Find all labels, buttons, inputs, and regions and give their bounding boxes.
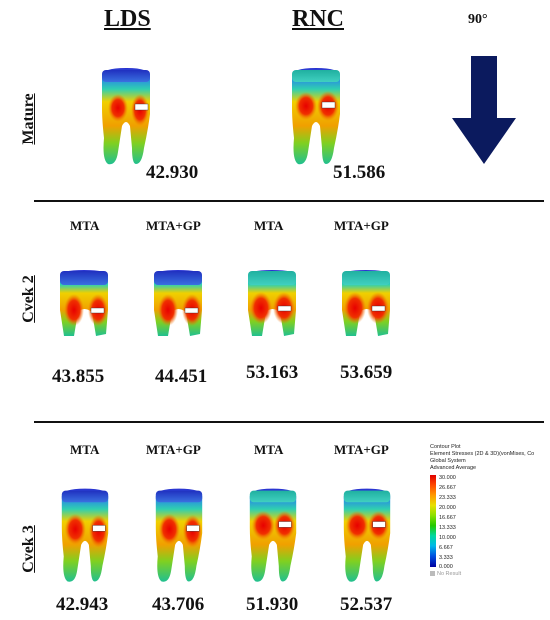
tooth-model-mature-rnc: [292, 68, 340, 165]
value-cvek3-rnc-mtagp: 52.537: [340, 594, 393, 615]
row-label-cvek3: Cvek 3: [20, 525, 37, 573]
legend-no-result: No Result: [430, 571, 461, 577]
legend-tick: 10.000: [439, 535, 456, 541]
value-cvek2-rnc-mta: 53.163: [246, 362, 299, 383]
cvek3-col-4: MTA+GP: [334, 442, 389, 457]
legend-tick: 20.000: [439, 505, 456, 511]
value-cvek3-rnc-mta: 51.930: [246, 594, 299, 615]
legend-tick: 16.667: [439, 515, 456, 521]
tooth-model-cvek2-rnc-mta: [248, 270, 296, 336]
value-cvek2-lds-mtagp: 44.451: [155, 366, 208, 387]
legend-scale: 30.000 26.667 23.333 20.000 16.667 13.33…: [430, 475, 550, 577]
tooth-model-cvek2-lds-mta: [60, 270, 108, 336]
legend-line-4: Advanced Average: [430, 465, 477, 471]
tooth-model-mature-lds: [102, 68, 150, 165]
value-cvek3-lds-mtagp: 43.706: [152, 594, 205, 615]
value-mature-rnc: 51.586: [333, 162, 386, 183]
legend-tick: 30.000: [439, 475, 456, 481]
row-label-mature: Mature: [20, 93, 37, 145]
divider-bottom: [34, 421, 544, 423]
legend-tick: 3.333: [439, 555, 453, 561]
legend-tick: 26.667: [439, 485, 456, 491]
cvek3-col-3: MTA: [254, 442, 284, 457]
cvek2-col-3: MTA: [254, 218, 284, 233]
legend-title: Contour Plot: [430, 444, 461, 450]
legend-tick: 6.667: [439, 545, 453, 551]
legend-tick: 23.333: [439, 495, 456, 501]
legend-line-2: Element Stresses (2D & 3D)(vonMises, Co: [430, 451, 535, 457]
cvek2-col-4: MTA+GP: [334, 218, 389, 233]
value-cvek2-lds-mta: 43.855: [52, 366, 105, 387]
tooth-model-cvek3-lds-mtagp: [155, 488, 203, 582]
tooth-model-cvek2-lds-mtagp: [154, 270, 202, 336]
header-lds: LDS: [104, 6, 151, 32]
cvek2-col-1: MTA: [70, 218, 100, 233]
contour-legend: Contour Plot Element Stresses (2D & 3D)(…: [430, 444, 550, 577]
legend-tick: 13.333: [439, 525, 456, 531]
header-angle: 90°: [468, 12, 488, 27]
cvek2-col-2: MTA+GP: [146, 218, 201, 233]
tooth-model-cvek3-lds-mta: [61, 488, 109, 582]
load-arrow-icon: [452, 56, 516, 164]
tooth-model-cvek3-rnc-mta: [249, 488, 297, 582]
value-cvek2-rnc-mtagp: 53.659: [340, 362, 393, 383]
tooth-model-cvek3-rnc-mtagp: [343, 488, 391, 582]
divider-top: [34, 200, 544, 202]
value-cvek3-lds-mta: 42.943: [56, 594, 109, 615]
cvek3-col-2: MTA+GP: [146, 442, 201, 457]
legend-line-3: Global System: [430, 458, 466, 464]
legend-color-bar: [430, 475, 436, 567]
row-label-cvek2: Cvek 2: [20, 275, 37, 323]
value-mature-lds: 42.930: [146, 162, 199, 183]
tooth-model-cvek2-rnc-mtagp: [342, 270, 390, 336]
legend-tick: 0.000: [439, 564, 453, 570]
header-rnc: RNC: [292, 6, 344, 32]
cvek3-col-1: MTA: [70, 442, 100, 457]
